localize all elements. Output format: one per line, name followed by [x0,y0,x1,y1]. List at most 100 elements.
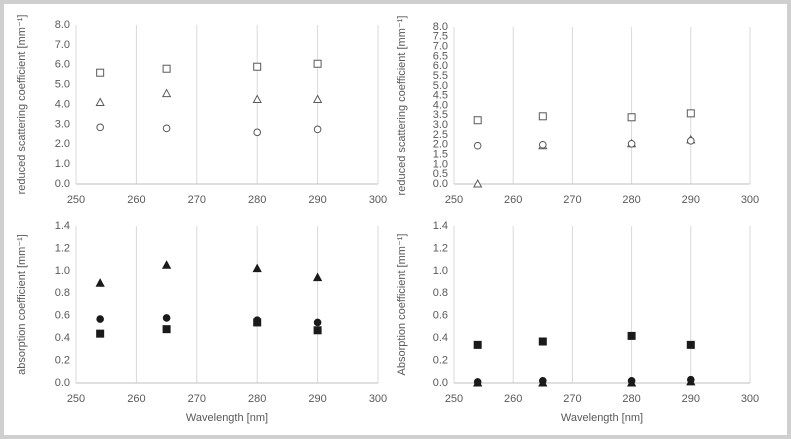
x-tick-label: 280 [248,194,266,206]
y-tick-label: 1.4 [433,220,448,232]
x-tick-label: 260 [504,194,522,206]
y-tick-label: 6.5 [433,50,448,62]
point [627,376,636,385]
y-tick-label: 3.0 [55,118,70,130]
x-tick-label: 300 [741,393,759,405]
y-tick-label: 1.0 [55,158,70,170]
point [313,326,322,335]
y-tick-label: 1.0 [433,158,448,170]
x-tick-label: 250 [67,393,85,405]
y-tick-label: 2.5 [433,129,448,141]
y-tick-label: 1.0 [55,265,70,277]
point [687,375,695,384]
y-tick-label: 2.0 [433,139,448,151]
x-tick-label: 300 [741,194,759,206]
x-tick-label: 290 [682,393,700,405]
x-tick-label: 300 [369,194,387,206]
y-tick-label: 1.2 [433,242,448,254]
x-tick-label: 260 [127,194,145,206]
point [539,140,547,149]
point [313,59,322,68]
y-tick-label: 0.0 [55,377,70,389]
x-tick-label: 260 [127,393,145,405]
y-tick-label: 4.0 [55,98,70,110]
y-tick-label: 0.8 [55,287,70,299]
point [313,125,322,134]
point [473,116,482,125]
y-tick-label: 0.2 [55,354,70,366]
y-tick-label: 1.4 [55,220,70,232]
y-tick-label: 0.8 [433,287,448,299]
x-tick-label: 290 [682,194,700,206]
y-tick-label: 3.5 [433,109,448,121]
point [96,68,105,77]
point [161,260,172,269]
point [473,340,482,349]
y-tick-label: 0.0 [433,377,448,389]
point [253,128,262,137]
x-tick-label: 250 [445,194,463,206]
point [162,325,171,334]
point [253,318,262,327]
y-tick-label: 1.0 [433,265,448,277]
point [162,314,171,322]
x-tick-label: 280 [248,393,266,405]
y-tick-label: 1.2 [55,242,70,254]
point [253,62,262,71]
point [686,109,695,118]
x-tick-label: 280 [622,194,640,206]
x-tick-label: 280 [622,393,640,405]
point [687,137,695,145]
y-tick-label: 8.0 [55,19,70,31]
point [162,124,171,133]
y-tick-label: 0.4 [55,332,70,344]
y-tick-label: 7.0 [433,41,448,53]
y-tick-label: 0.0 [55,178,70,190]
point [627,139,636,148]
y-axis-label: absorption coefficient [mm⁻¹] [16,234,28,375]
x-tick-label: 260 [504,393,522,405]
point [312,272,323,282]
y-axis-label: reduced scattering coefficient [mm⁻¹] [16,15,28,195]
x-axis-label: Wavelength [nm] [561,412,643,424]
point [627,331,636,340]
y-tick-label: 0.0 [433,178,448,190]
point [161,88,172,98]
x-tick-label: 270 [188,393,206,405]
y-tick-label: 3.0 [433,119,448,131]
y-axis-label: Absorption coefficient [mm⁻¹] [396,234,408,376]
point [96,329,105,338]
y-tick-label: 0.4 [433,332,448,344]
x-tick-label: 290 [308,194,326,206]
point [313,318,322,327]
point [686,340,695,349]
y-tick-label: 0.2 [433,354,448,366]
x-tick-label: 270 [563,194,581,206]
point [96,123,104,132]
y-tick-label: 2.0 [55,138,70,150]
point [473,378,482,386]
y-tick-label: 7.0 [55,39,70,51]
x-tick-label: 270 [563,393,581,405]
y-tick-label: 5.0 [433,80,448,92]
point [538,337,547,346]
point [96,315,104,323]
point [473,178,483,188]
point [539,376,547,385]
y-tick-label: 4.0 [433,99,448,111]
point [473,141,482,150]
point [95,278,105,287]
y-tick-label: 0.5 [433,168,448,180]
y-tick-label: 4.5 [433,90,448,102]
x-tick-label: 250 [445,393,463,405]
y-tick-label: 8.0 [433,21,448,33]
x-tick-label: 250 [67,194,85,206]
x-tick-label: 290 [308,393,326,405]
y-tick-label: 0.6 [55,310,70,322]
y-tick-label: 1.5 [433,148,448,160]
y-axis-label: reduced scattering coefficient [mm⁻¹] [396,16,408,196]
y-tick-label: 7.5 [433,31,448,43]
point [95,97,105,107]
